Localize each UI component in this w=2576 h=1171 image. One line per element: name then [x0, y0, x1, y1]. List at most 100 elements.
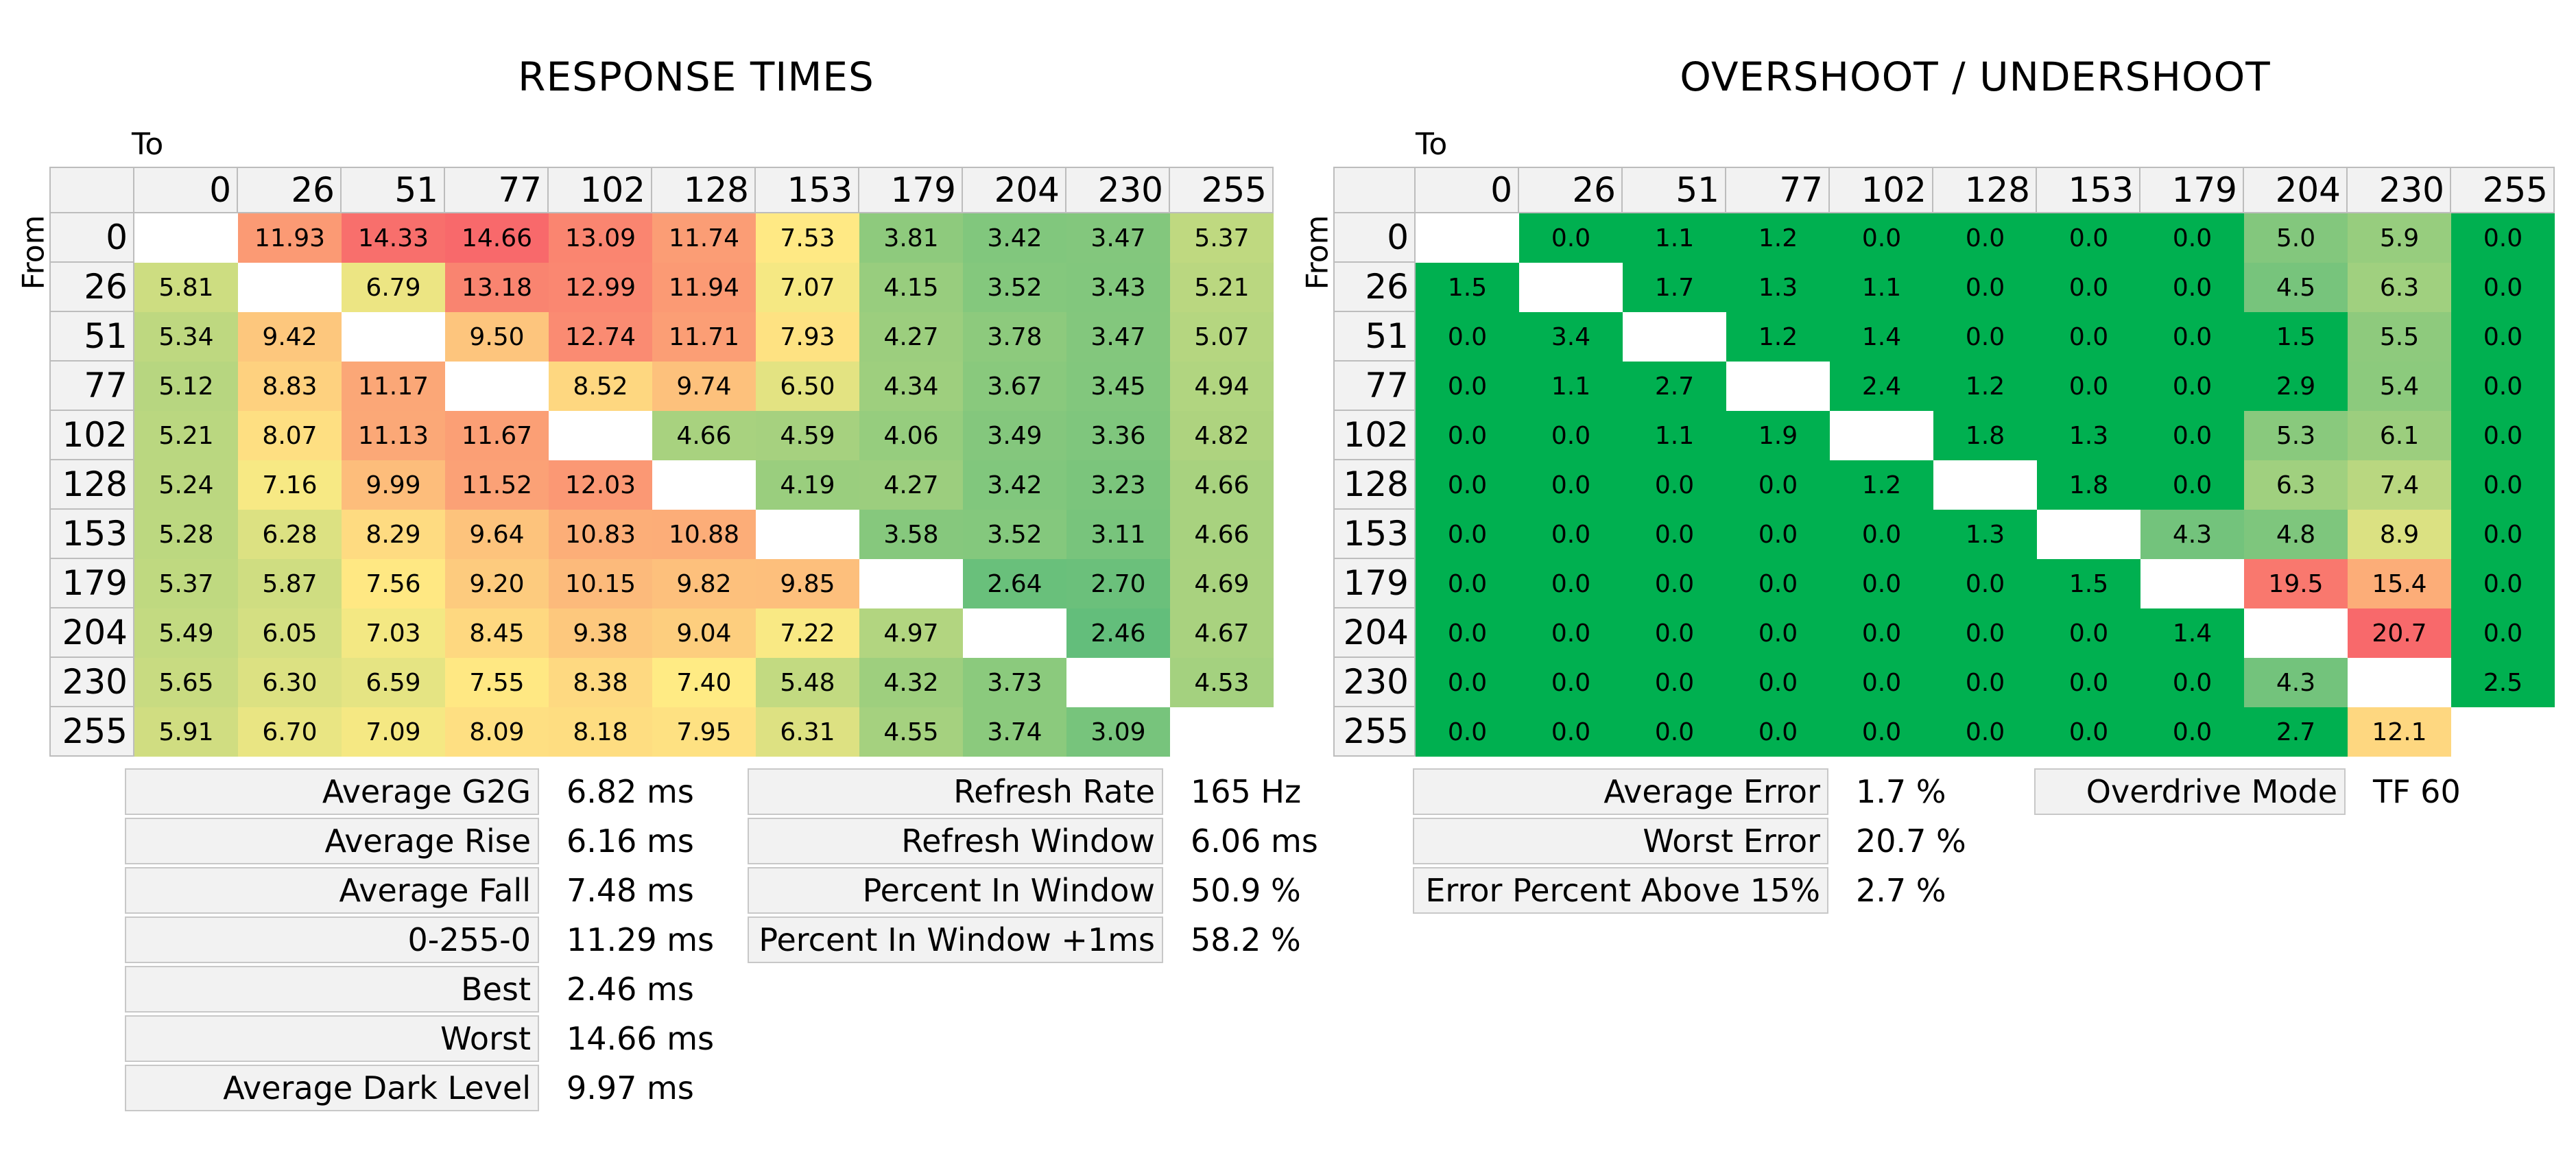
- overshoot-cell: 5.5: [2348, 312, 2451, 362]
- response-window-stat-value: 50.9 %: [1191, 872, 1301, 909]
- overshoot-cell: 6.3: [2244, 460, 2348, 510]
- response-from-label: From: [16, 215, 51, 290]
- overshoot-row-header: 179: [1335, 559, 1416, 608]
- response-cell: 11.74: [652, 213, 756, 263]
- response-row-header: 230: [51, 658, 134, 707]
- overshoot-cell: 0.0: [1933, 658, 2037, 707]
- overshoot-col-header: 179: [2140, 168, 2244, 213]
- response-cell: 3.47: [1066, 213, 1170, 263]
- overshoot-cell: 7.4: [2348, 460, 2451, 510]
- response-cell: 6.59: [342, 658, 445, 707]
- response-cell: 10.15: [549, 559, 652, 608]
- response-cell: 3.81: [859, 213, 963, 263]
- overshoot-mode-stat-label: Overdrive Mode: [2034, 768, 2346, 815]
- overshoot-col-header: 230: [2348, 168, 2451, 213]
- overshoot-cell: 0.0: [1416, 658, 1519, 707]
- overshoot-cell: 0.0: [1933, 707, 2037, 757]
- overshoot-cell: 0.0: [2037, 608, 2140, 658]
- overshoot-cell: 1.2: [1726, 213, 1830, 263]
- response-cell: 9.50: [445, 312, 549, 362]
- overshoot-mode-stat-value: TF 60: [2373, 773, 2461, 810]
- overshoot-to-label: To: [1416, 127, 1448, 162]
- overshoot-cell: 0.0: [1726, 510, 1830, 559]
- overshoot-col-header: 204: [2244, 168, 2348, 213]
- response-cell: 5.34: [134, 312, 238, 362]
- response-stat-label: Average Rise: [125, 818, 539, 864]
- response-cell: 5.21: [134, 411, 238, 460]
- response-cell: [342, 312, 445, 362]
- response-cell: 5.07: [1170, 312, 1274, 362]
- response-cell: 5.37: [1170, 213, 1274, 263]
- response-stat-value: 6.16 ms: [567, 823, 694, 860]
- overshoot-cell: 0.0: [2037, 263, 2140, 312]
- response-cell: 8.07: [238, 411, 342, 460]
- response-row-header: 77: [51, 362, 134, 411]
- overshoot-cell: 0.0: [2140, 312, 2244, 362]
- response-cell: 3.42: [963, 213, 1066, 263]
- overshoot-cell: [1726, 362, 1830, 411]
- overshoot-cell: 0.0: [1519, 411, 1623, 460]
- response-cell: 3.43: [1066, 263, 1170, 312]
- overshoot-mode-stats: Overdrive Mode TF 60: [2034, 767, 2461, 816]
- overshoot-row-header: 77: [1335, 362, 1416, 411]
- response-cell: 5.12: [134, 362, 238, 411]
- overshoot-heatmap: 0 26 51 77 102 128 153 179 204 230 255 0 0.0 1.1 1.2 0.…: [1333, 167, 2555, 757]
- overshoot-cell: 0.0: [1830, 658, 1933, 707]
- overshoot-cell: 3.4: [1519, 312, 1623, 362]
- overshoot-cell: 0.0: [1830, 608, 1933, 658]
- response-row-header: 51: [51, 312, 134, 362]
- overshoot-cell: 1.5: [2244, 312, 2348, 362]
- overshoot-col-header: 255: [2451, 168, 2555, 213]
- overshoot-cell: 0.0: [1830, 213, 1933, 263]
- overshoot-cell: 0.0: [2451, 608, 2555, 658]
- response-cell: 11.67: [445, 411, 549, 460]
- response-row-header: 204: [51, 608, 134, 658]
- overshoot-row-header: 204: [1335, 608, 1416, 658]
- response-stat-label: 0-255-0: [125, 916, 539, 963]
- overshoot-stat-label: Worst Error: [1413, 818, 1828, 864]
- response-cell: 4.59: [756, 411, 859, 460]
- response-window-stat-value: 58.2 %: [1191, 921, 1301, 958]
- response-cell: 7.56: [342, 559, 445, 608]
- response-row-header: 26: [51, 263, 134, 312]
- overshoot-cell: [2244, 608, 2348, 658]
- response-row-header: 0: [51, 213, 134, 263]
- overshoot-cell: 0.0: [1519, 658, 1623, 707]
- response-stat-row: Average Rise 6.16 ms: [125, 816, 714, 866]
- overshoot-row-header: 0: [1335, 213, 1416, 263]
- response-window-stat-label: Refresh Rate: [748, 768, 1163, 815]
- response-cell: 3.58: [859, 510, 963, 559]
- response-cell: 11.13: [342, 411, 445, 460]
- response-window-stat-row: Refresh Rate 165 Hz: [748, 767, 1318, 816]
- response-stat-row: Average Fall 7.48 ms: [125, 866, 714, 915]
- response-cell: 4.19: [756, 460, 859, 510]
- response-cell: 11.52: [445, 460, 549, 510]
- overshoot-cell: 1.5: [2037, 559, 2140, 608]
- overshoot-cell: [1933, 460, 2037, 510]
- overshoot-stat-row: Error Percent Above 15% 2.7 %: [1413, 866, 1966, 915]
- overshoot-cell: 0.0: [1416, 362, 1519, 411]
- response-stat-row: Average G2G 6.82 ms: [125, 767, 714, 816]
- response-cell: 7.93: [756, 312, 859, 362]
- response-cell: 5.48: [756, 658, 859, 707]
- response-window-stat-row: Percent In Window +1ms 58.2 %: [748, 915, 1318, 965]
- response-cell: 4.69: [1170, 559, 1274, 608]
- overshoot-cell: 0.0: [1726, 559, 1830, 608]
- response-cell: 8.83: [238, 362, 342, 411]
- overshoot-col-header: 51: [1623, 168, 1726, 213]
- response-cell: 8.38: [549, 658, 652, 707]
- overshoot-cell: [2348, 658, 2451, 707]
- response-cell: 5.91: [134, 707, 238, 757]
- response-cell: 5.37: [134, 559, 238, 608]
- response-cell: 14.33: [342, 213, 445, 263]
- response-cell: 8.29: [342, 510, 445, 559]
- response-cell: [963, 608, 1066, 658]
- response-cell: 11.71: [652, 312, 756, 362]
- response-cell: 11.93: [238, 213, 342, 263]
- response-title: RESPONSE TIMES: [518, 54, 874, 100]
- overshoot-cell: 0.0: [1726, 658, 1830, 707]
- overshoot-cell: 0.0: [2140, 411, 2244, 460]
- overshoot-cell: 0.0: [1623, 707, 1726, 757]
- overshoot-stat-value: 20.7 %: [1856, 823, 1966, 860]
- overshoot-stat-row: Average Error 1.7 %: [1413, 767, 1966, 816]
